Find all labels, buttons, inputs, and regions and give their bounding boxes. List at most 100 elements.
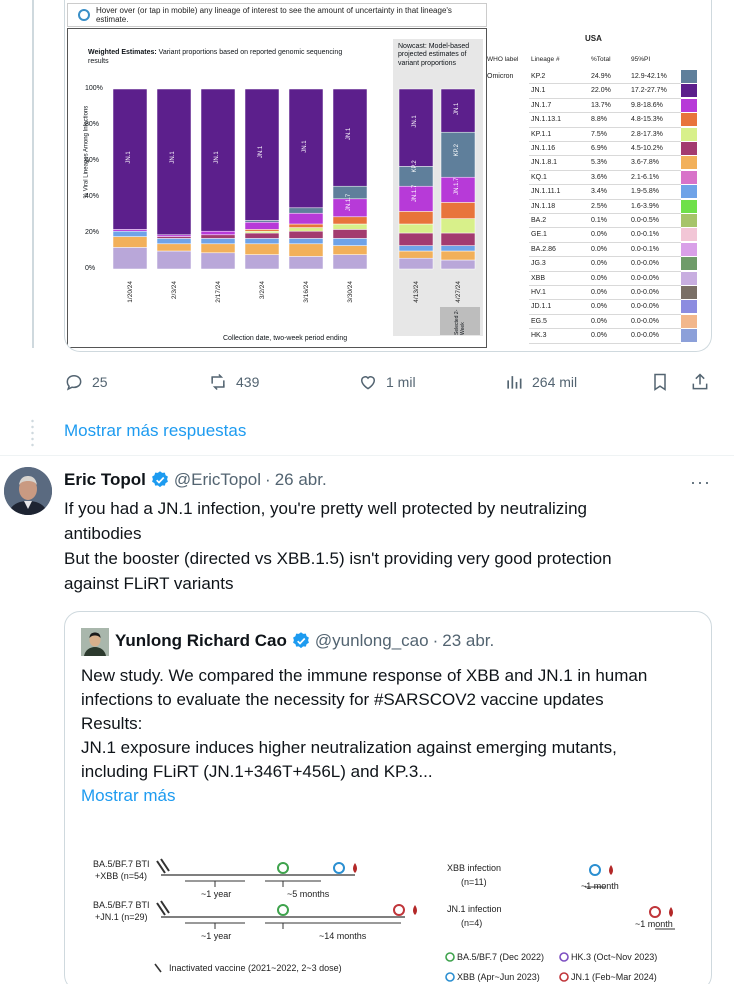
usa-table-row[interactable]: XBB 0.0% 0.0-0.0%	[485, 271, 711, 286]
bar-segment-JN.1.8.1[interactable]	[112, 236, 148, 248]
quote-show-more-link[interactable]: Mostrar más	[81, 786, 176, 805]
bar-segment-JN.1.13.1[interactable]	[244, 229, 280, 232]
bar-segment-KP.1.1[interactable]	[440, 218, 476, 234]
bar-segment-JN.1.13.1[interactable]	[332, 216, 368, 225]
usa-table-row[interactable]: JN.1.18 2.5% 1.6-3.9%	[485, 199, 711, 214]
bar-segment-JN.1.8.1[interactable]	[244, 243, 280, 255]
bar-segment-JN.1.8.1[interactable]	[200, 243, 236, 254]
usa-table-row[interactable]: JG.3 0.0% 0.0-0.0%	[485, 257, 711, 272]
bar-segment-JN.1.8.1[interactable]	[398, 250, 434, 259]
bar-segment-JN.1.13.1[interactable]	[288, 223, 324, 228]
bar-segment-JN.1.16[interactable]	[288, 230, 324, 239]
more-options-icon[interactable]: ···	[690, 472, 711, 492]
bar-segment-JN.1.16[interactable]	[398, 232, 434, 246]
share-button[interactable]	[690, 372, 710, 392]
bar-segment-JN.1.7[interactable]	[288, 212, 324, 225]
bar-segment-KP.1.1[interactable]	[332, 223, 368, 230]
bar-segment-KP.1.1[interactable]	[244, 230, 280, 234]
usa-table-row[interactable]: BA.2.86 0.0% 0.0-0.1%	[485, 242, 711, 258]
author-name[interactable]: Eric Topol	[64, 470, 146, 489]
bookmark-button[interactable]	[650, 372, 670, 392]
bar-segment-JN.1[interactable]	[156, 88, 192, 236]
bar-segment-other[interactable]	[332, 254, 368, 270]
bar-segment-JN.1.8.1[interactable]	[440, 250, 476, 261]
tweet-date[interactable]: 26 abr.	[274, 470, 327, 489]
avatar[interactable]	[4, 467, 52, 515]
quote-text-line: Results:	[81, 714, 143, 733]
bar-segment-other[interactable]	[288, 256, 324, 270]
bar-segment-JN.1.16[interactable]	[332, 229, 368, 239]
bar-segment-other[interactable]	[200, 252, 236, 270]
bar-segment-KP.2[interactable]	[244, 220, 280, 223]
quoted-tweet[interactable]: Yunlong Richard Cao @yunlong_cao · 23 ab…	[64, 611, 712, 984]
bar-segment-JN.1[interactable]	[332, 88, 368, 187]
usa-table-row[interactable]: KP.1.1 7.5% 2.8-17.3%	[485, 127, 711, 142]
reply-button[interactable]: 25	[64, 372, 108, 392]
row2-gap1: ~1 year	[201, 931, 232, 941]
bar-segment-JN.1.13.1[interactable]	[440, 202, 476, 219]
tweet-media-image[interactable]: Hover over (or tap in mobile) any lineag…	[64, 0, 712, 352]
bar-segment-JN.1[interactable]	[398, 88, 434, 167]
bar-segment-JN.1.16[interactable]	[440, 232, 476, 246]
views-button[interactable]: 264 mil	[504, 372, 577, 392]
bar-segment-JN.1.8.1[interactable]	[288, 243, 324, 257]
bar-segment-JN.1.7[interactable]	[440, 176, 476, 203]
bar-segment-JN.1[interactable]	[112, 88, 148, 230]
like-button[interactable]: 1 mil	[358, 372, 416, 392]
usa-table-row[interactable]: BA.2 0.1% 0.0-0.5%	[485, 214, 711, 229]
x-tick-label: 3/30/24	[347, 281, 354, 303]
repost-button[interactable]: 439	[208, 372, 259, 392]
usa-table-row[interactable]: HV.1 0.0% 0.0-0.0%	[485, 286, 711, 301]
usa-table-row[interactable]: EG.5 0.0% 0.0-0.0%	[485, 314, 711, 330]
bar-segment-other[interactable]	[440, 259, 476, 270]
usa-table-row[interactable]: JD.1.1 0.0% 0.0-0.0%	[485, 300, 711, 315]
bar-segment-KP.2[interactable]	[440, 131, 476, 178]
bar-segment-JN.1.7[interactable]	[244, 221, 280, 230]
bar-segment-JN.1.11.1[interactable]	[156, 238, 192, 245]
bar-segment-JN.1.8.1[interactable]	[332, 245, 368, 255]
bar-segment-other[interactable]	[244, 254, 280, 270]
usa-table-row[interactable]: HK.3 0.0% 0.0-0.0%	[485, 329, 711, 344]
bar-segment-JN.1.8.1[interactable]	[156, 243, 192, 252]
bar-segment-other[interactable]	[156, 250, 192, 270]
bar-segment-JN.1.11.1[interactable]	[440, 245, 476, 252]
bar-segment-JN.1.11.1[interactable]	[112, 230, 148, 237]
bar-segment-JN.1.7[interactable]	[200, 230, 236, 236]
author-handle[interactable]: @EricTopol	[173, 470, 262, 489]
total-cell: 0.0%	[591, 317, 607, 325]
bar-segment-KP.2[interactable]	[288, 207, 324, 214]
bar-segment-JN.1.7[interactable]	[398, 185, 434, 212]
row-divider	[529, 270, 681, 272]
show-more-replies-link[interactable]: Mostrar más respuestas	[64, 421, 247, 440]
usa-table-row[interactable]: GE.1 0.0% 0.0-0.1%	[485, 228, 711, 243]
col-pi: 95%PI	[631, 56, 651, 63]
bar-segment-JN.1.16[interactable]	[156, 236, 192, 239]
bar-segment-JN.1.11.1[interactable]	[244, 238, 280, 245]
bar-segment-KP.1.1[interactable]	[288, 227, 324, 232]
bar-segment-JN.1.16[interactable]	[200, 234, 236, 239]
bar-segment-JN.1.13.1[interactable]	[398, 211, 434, 225]
usa-table-row[interactable]: JN.1.7 13.7% 9.8-18.6%	[485, 98, 711, 114]
usa-table-row[interactable]: JN.1.13.1 8.8% 4.8-15.3%	[485, 113, 711, 128]
bar-segment-JN.1.7[interactable]	[156, 234, 192, 237]
bar-segment-JN.1[interactable]	[288, 88, 324, 209]
usa-table-row[interactable]: JN.1.11.1 3.4% 1.9-5.8%	[485, 185, 711, 200]
bar-segment-JN.1.11.1[interactable]	[288, 238, 324, 245]
bar-segment-JN.1.7[interactable]	[112, 229, 148, 232]
bar-segment-JN.1[interactable]	[200, 88, 236, 232]
quote-avatar[interactable]	[81, 628, 109, 656]
bar-segment-JN.1[interactable]	[244, 88, 280, 221]
bar-segment-JN.1.11.1[interactable]	[398, 245, 434, 252]
usa-table-row[interactable]: JN.1.8.1 5.3% 3.6-7.8%	[485, 156, 711, 171]
bar-segment-KP.1.1[interactable]	[398, 223, 434, 234]
usa-table-row[interactable]: JN.1.16 6.9% 4.5-10.2%	[485, 142, 711, 157]
bar-segment-other[interactable]	[112, 247, 148, 270]
usa-table-row[interactable]: JN.1 22.0% 17.2-27.7%	[485, 84, 711, 99]
bar-segment-JN.1.11.1[interactable]	[332, 238, 368, 246]
usa-table-row[interactable]: Omicron KP.2 24.9% 12.9-42.1%	[485, 70, 711, 85]
bar-segment-JN.1[interactable]	[440, 88, 476, 133]
usa-table-row[interactable]: KQ.1 3.6% 2.1-6.1%	[485, 170, 711, 186]
bar-segment-JN.1.16[interactable]	[244, 232, 280, 239]
bar-segment-other[interactable]	[398, 257, 434, 270]
bar-segment-JN.1.11.1[interactable]	[200, 238, 236, 245]
